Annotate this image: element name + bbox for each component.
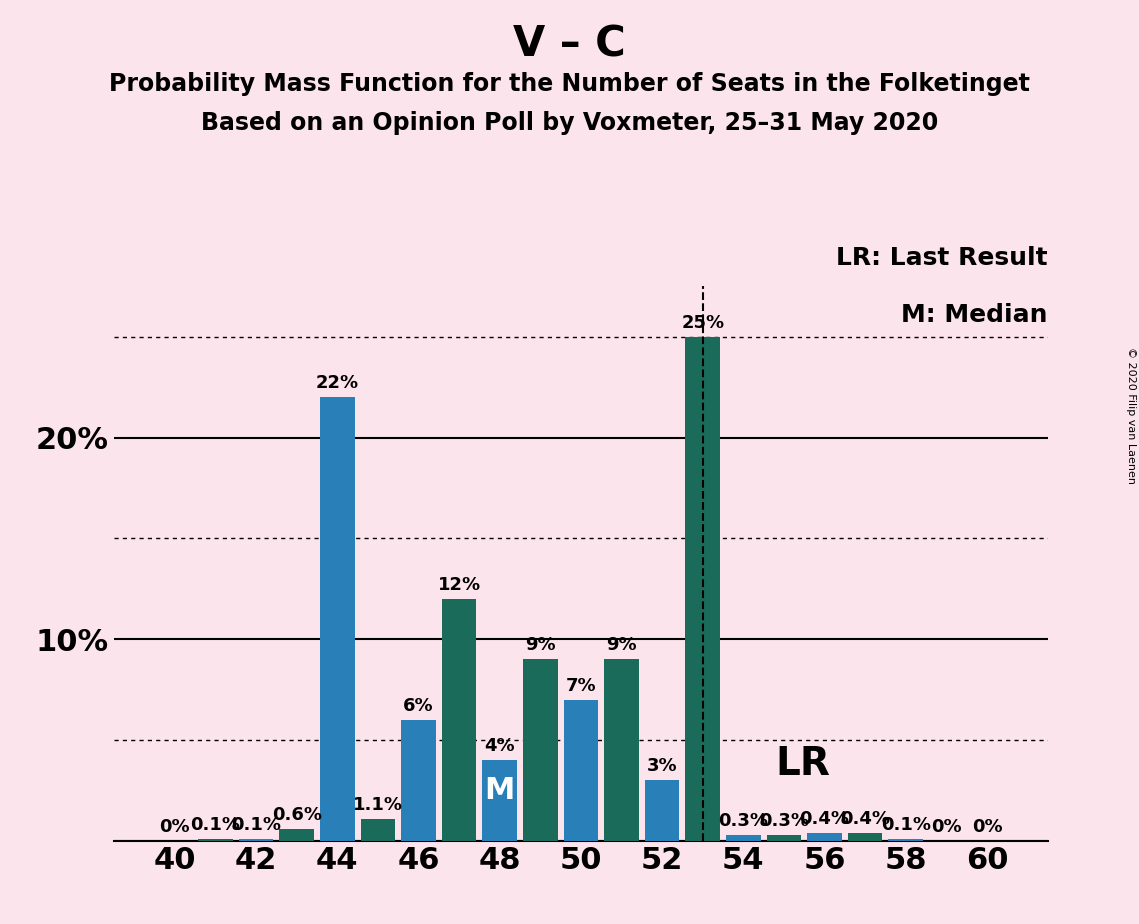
Text: M: Median: M: Median xyxy=(901,303,1048,327)
Bar xyxy=(483,760,517,841)
Text: 0.4%: 0.4% xyxy=(841,809,891,828)
Text: LR: Last Result: LR: Last Result xyxy=(836,246,1048,270)
Bar xyxy=(605,660,639,841)
Text: 22%: 22% xyxy=(316,374,359,393)
Text: 0.6%: 0.6% xyxy=(271,806,321,823)
Bar xyxy=(808,833,842,841)
Text: V – C: V – C xyxy=(514,23,625,65)
Text: 0.3%: 0.3% xyxy=(719,812,769,830)
Text: © 2020 Filip van Laenen: © 2020 Filip van Laenen xyxy=(1126,347,1136,484)
Text: Probability Mass Function for the Number of Seats in the Folketinget: Probability Mass Function for the Number… xyxy=(109,72,1030,96)
Bar xyxy=(361,819,395,841)
Bar xyxy=(239,839,273,841)
Text: 25%: 25% xyxy=(681,314,724,332)
Text: 0.4%: 0.4% xyxy=(800,809,850,828)
Text: 0%: 0% xyxy=(159,818,190,836)
Text: 12%: 12% xyxy=(437,576,481,594)
Bar xyxy=(442,599,476,841)
Text: 9%: 9% xyxy=(525,637,556,654)
Text: 0.1%: 0.1% xyxy=(231,816,281,833)
Bar xyxy=(279,829,314,841)
Bar xyxy=(686,337,720,841)
Text: Based on an Opinion Poll by Voxmeter, 25–31 May 2020: Based on an Opinion Poll by Voxmeter, 25… xyxy=(200,111,939,135)
Text: 0.1%: 0.1% xyxy=(190,816,240,833)
Text: 7%: 7% xyxy=(566,676,596,695)
Bar xyxy=(198,839,232,841)
Text: 4%: 4% xyxy=(484,737,515,755)
Bar xyxy=(645,781,679,841)
Bar xyxy=(320,397,354,841)
Bar xyxy=(888,839,923,841)
Text: 0.3%: 0.3% xyxy=(759,812,809,830)
Text: 9%: 9% xyxy=(606,637,637,654)
Text: 3%: 3% xyxy=(647,758,678,775)
Bar xyxy=(847,833,883,841)
Text: LR: LR xyxy=(776,746,830,784)
Bar xyxy=(564,699,598,841)
Bar xyxy=(401,720,436,841)
Bar xyxy=(523,660,558,841)
Text: 0%: 0% xyxy=(972,818,1002,836)
Text: 1.1%: 1.1% xyxy=(353,796,403,814)
Text: M: M xyxy=(484,775,515,805)
Text: 0%: 0% xyxy=(931,818,961,836)
Text: 0.1%: 0.1% xyxy=(880,816,931,833)
Text: 6%: 6% xyxy=(403,697,434,715)
Bar xyxy=(726,834,761,841)
Bar xyxy=(767,834,801,841)
